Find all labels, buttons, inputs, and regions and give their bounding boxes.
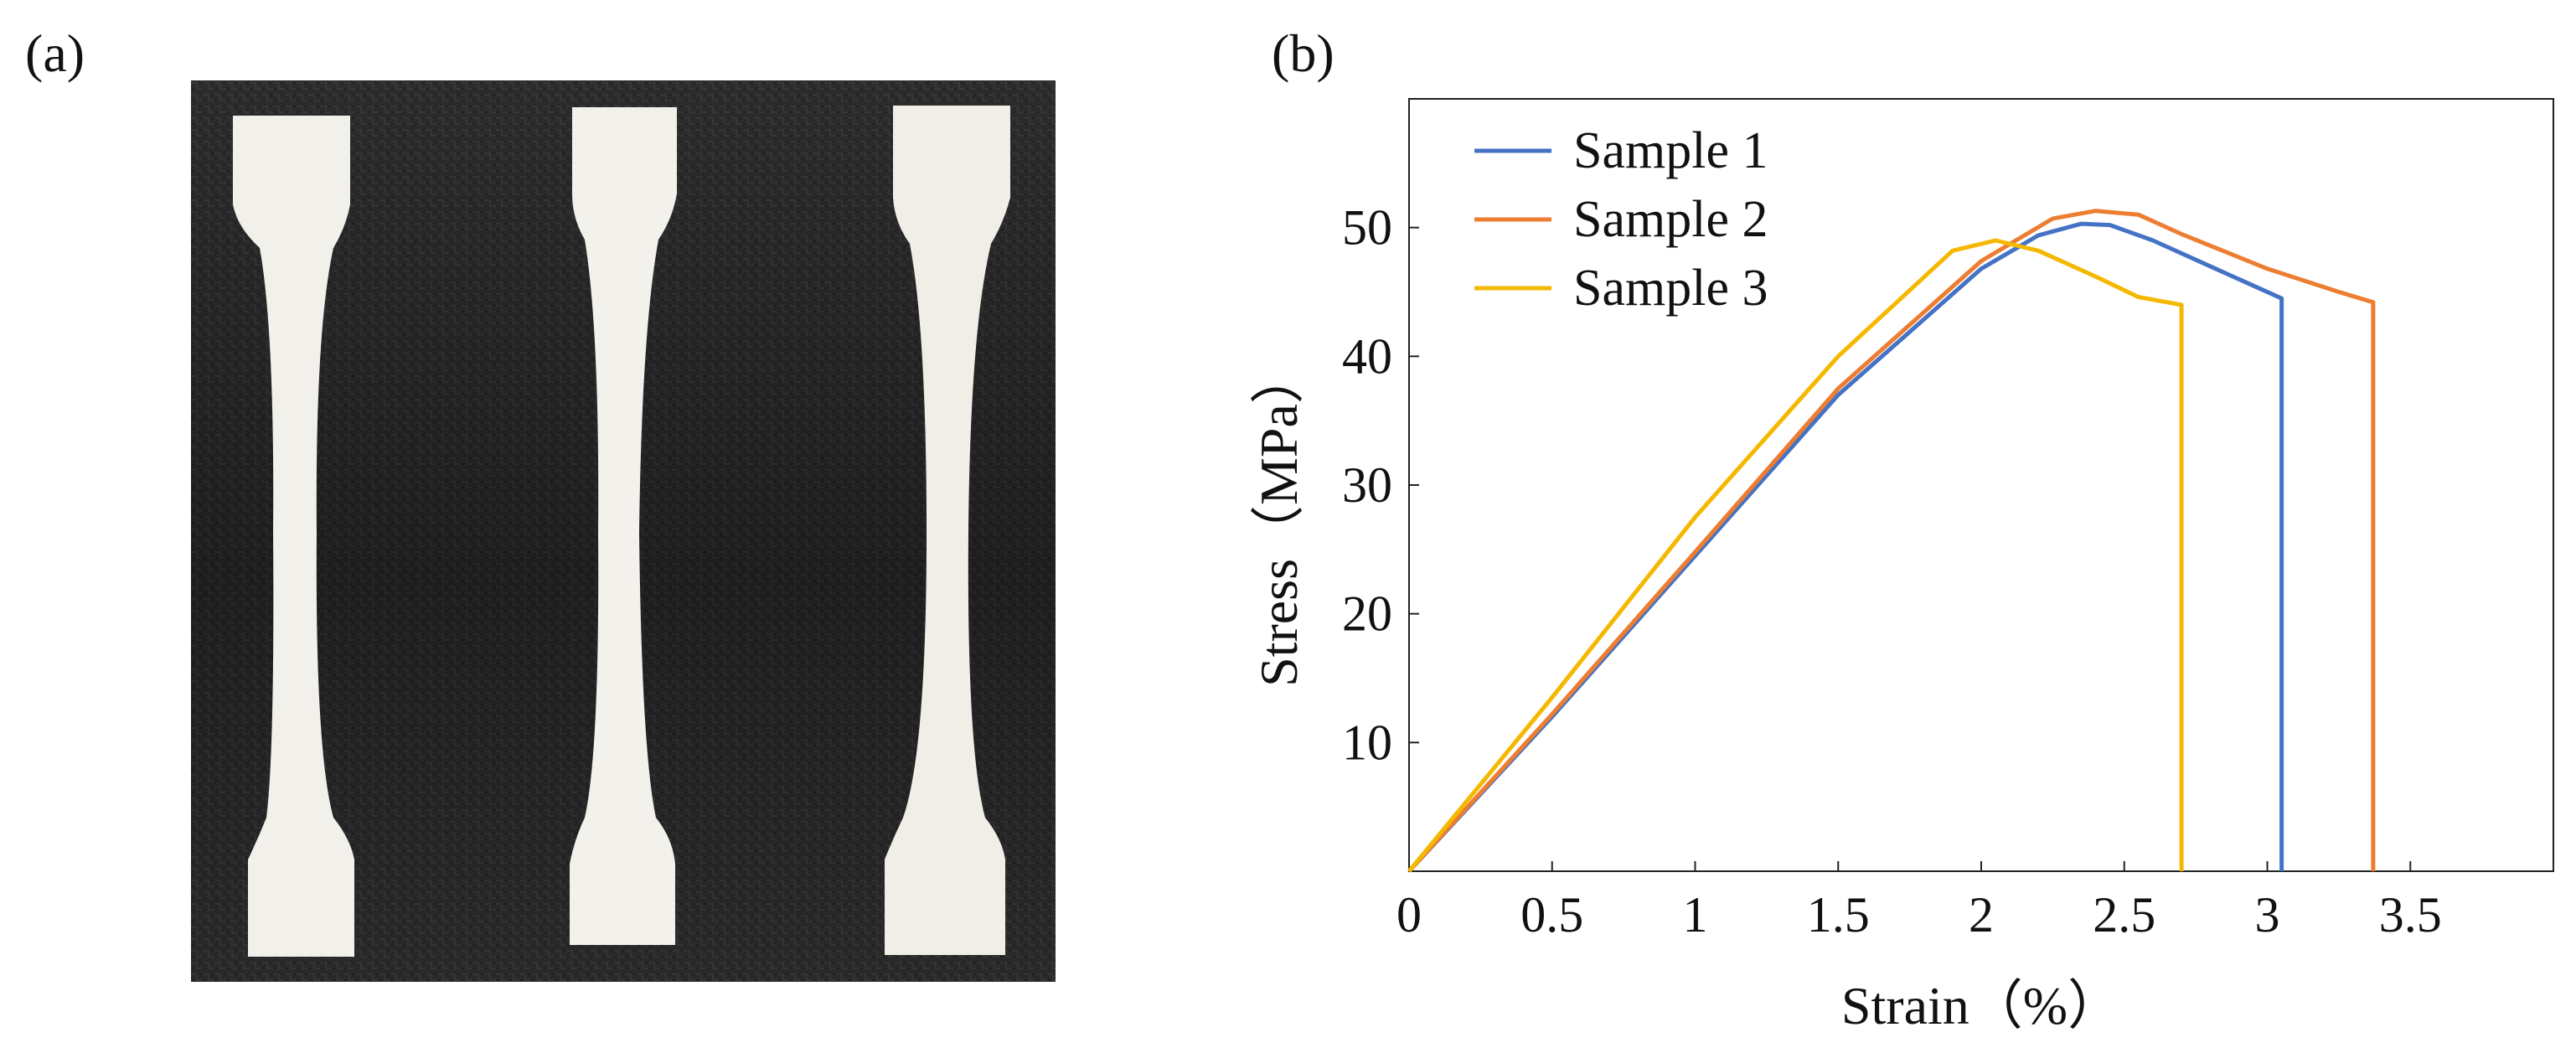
x-tick-label: 0.5 xyxy=(1520,887,1583,942)
y-tick-label: 10 xyxy=(1342,715,1392,770)
specimen-3 xyxy=(885,106,1010,955)
panel-label-a: (a) xyxy=(25,23,85,83)
panel-label-b: (b) xyxy=(1272,23,1334,83)
series-line-1 xyxy=(1407,221,2284,873)
specimen-2 xyxy=(570,107,677,945)
legend-label-3: Sample 3 xyxy=(1573,260,1768,317)
y-tick-label: 20 xyxy=(1342,586,1392,642)
x-tick-label: 2 xyxy=(1969,887,1994,942)
series-layer xyxy=(1407,209,2376,873)
series-line-3 xyxy=(1407,238,2184,873)
x-tick-label: 0 xyxy=(1396,887,1422,942)
y-tick-label: 30 xyxy=(1342,457,1392,513)
x-tick-label: 1 xyxy=(1683,887,1708,942)
x-tick-label: 2.5 xyxy=(2093,887,2155,942)
x-tick-label: 3 xyxy=(2255,887,2280,942)
x-tick-label: 3.5 xyxy=(2379,887,2442,942)
y-tick-label: 40 xyxy=(1342,328,1392,384)
legend-label-2: Sample 2 xyxy=(1573,191,1768,248)
legend-label-1: Sample 1 xyxy=(1573,122,1768,179)
y-axis-ticks: 10 20 30 40 50 xyxy=(1342,200,1419,770)
y-axis-title: Stress（MPa） xyxy=(1249,350,1309,687)
specimen-1 xyxy=(233,116,354,957)
specimens-photo xyxy=(191,80,1056,982)
x-axis-title: Strain（%） xyxy=(1841,976,2121,1035)
x-tick-label: 1.5 xyxy=(1807,887,1870,942)
x-axis-ticks: 0 0.5 1 1.5 2 2.5 3 3.5 xyxy=(1396,861,2442,942)
series-line-2 xyxy=(1407,209,2376,873)
y-tick-label: 50 xyxy=(1342,200,1392,256)
legend: Sample 1 Sample 2 Sample 3 xyxy=(1474,122,1768,317)
